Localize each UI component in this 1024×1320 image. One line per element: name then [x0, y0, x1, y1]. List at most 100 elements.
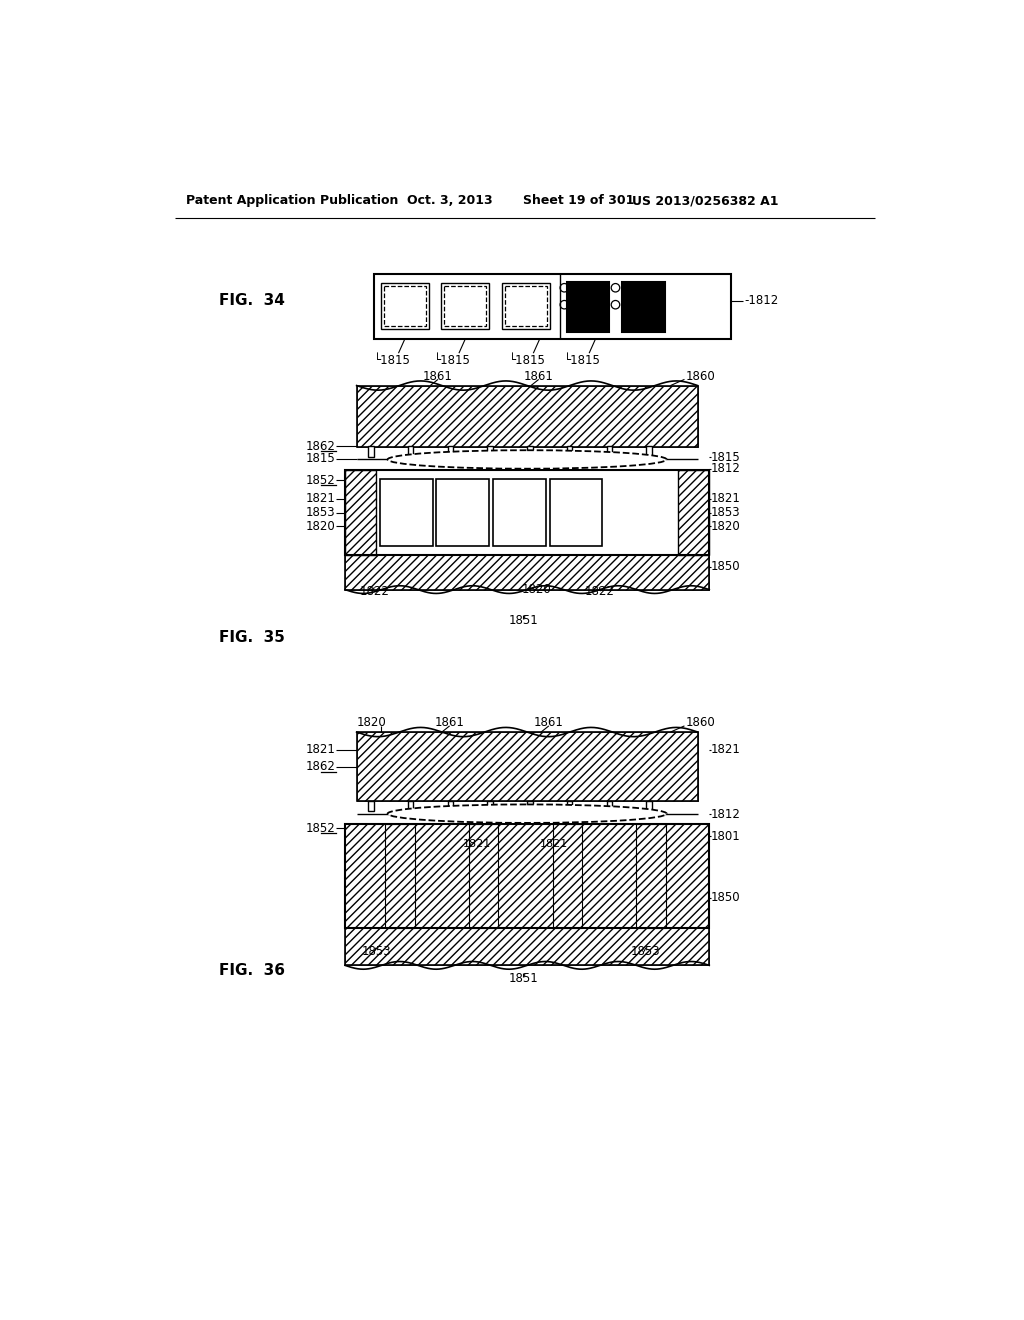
Text: 1861: 1861 — [423, 370, 453, 383]
Bar — [345, 928, 710, 965]
Text: Sheet 19 of 301: Sheet 19 of 301 — [523, 194, 635, 207]
Bar — [646, 800, 651, 812]
Text: 1822: 1822 — [359, 585, 389, 598]
Bar — [385, 825, 415, 928]
Bar — [606, 446, 612, 457]
Text: 1852: 1852 — [306, 474, 336, 487]
Bar — [447, 446, 453, 457]
Bar — [553, 825, 583, 928]
Text: 1860: 1860 — [686, 370, 716, 383]
Bar — [369, 800, 374, 812]
Text: └1815: └1815 — [434, 354, 471, 367]
Text: 1850: 1850 — [711, 891, 740, 904]
Text: 1861: 1861 — [524, 370, 554, 383]
Ellipse shape — [388, 804, 667, 822]
Text: └1815: └1815 — [509, 354, 546, 367]
Text: └1815: └1815 — [564, 354, 601, 367]
Bar — [345, 470, 710, 554]
Bar — [345, 825, 710, 928]
Bar — [678, 470, 710, 554]
Bar — [550, 479, 602, 546]
Bar — [345, 554, 710, 590]
Bar — [678, 470, 710, 554]
Text: 1820: 1820 — [306, 520, 336, 533]
Bar — [646, 446, 651, 457]
Text: 1853: 1853 — [361, 945, 391, 958]
Text: 1812: 1812 — [711, 462, 740, 475]
Bar — [345, 825, 710, 928]
Ellipse shape — [388, 450, 667, 469]
Bar — [553, 825, 583, 928]
Text: -1812: -1812 — [744, 294, 778, 308]
Bar — [636, 825, 666, 928]
Text: US 2013/0256382 A1: US 2013/0256382 A1 — [632, 194, 778, 207]
Bar — [356, 385, 697, 447]
Text: Patent Application Publication: Patent Application Publication — [186, 194, 398, 207]
Bar — [345, 470, 376, 554]
Bar — [606, 800, 612, 812]
Text: 1801: 1801 — [711, 829, 740, 842]
Bar — [636, 825, 666, 928]
Bar — [381, 284, 429, 330]
Bar — [469, 825, 499, 928]
Bar — [505, 286, 547, 326]
Text: 1862: 1862 — [306, 760, 336, 774]
Text: 1851: 1851 — [508, 614, 539, 627]
Bar — [502, 284, 550, 330]
Bar — [385, 825, 415, 928]
Text: 1815: 1815 — [711, 450, 740, 463]
Text: Oct. 3, 2013: Oct. 3, 2013 — [407, 194, 493, 207]
Text: └1815: └1815 — [374, 354, 411, 367]
Bar — [527, 446, 532, 457]
Text: 1821: 1821 — [306, 743, 336, 756]
Text: 1821: 1821 — [711, 492, 740, 506]
Text: 1862: 1862 — [306, 440, 336, 453]
Text: FIG.  35: FIG. 35 — [219, 630, 286, 645]
Bar — [436, 479, 489, 546]
Bar — [487, 446, 493, 457]
Text: 1853: 1853 — [631, 945, 660, 958]
Bar — [566, 281, 609, 331]
Bar — [623, 281, 665, 331]
Bar — [408, 446, 414, 457]
Bar — [441, 284, 489, 330]
Text: 1851: 1851 — [508, 972, 539, 985]
Bar — [487, 800, 493, 812]
Bar — [567, 446, 572, 457]
Bar — [356, 733, 697, 801]
Text: 1820: 1820 — [711, 520, 740, 533]
Text: 1821: 1821 — [711, 743, 740, 756]
Text: 1812: 1812 — [711, 808, 740, 821]
Bar — [356, 733, 697, 801]
Text: 1860: 1860 — [686, 717, 716, 730]
Text: 1852: 1852 — [306, 822, 336, 834]
Text: 1853: 1853 — [306, 506, 336, 519]
Bar — [369, 446, 374, 457]
Text: 1821: 1821 — [540, 838, 568, 849]
Bar — [444, 286, 486, 326]
Bar — [345, 928, 710, 965]
Bar — [469, 825, 499, 928]
Text: 1820: 1820 — [521, 583, 551, 597]
Text: FIG.  34: FIG. 34 — [219, 293, 286, 309]
Text: 1822: 1822 — [585, 585, 614, 598]
Bar — [375, 275, 731, 339]
Text: 1820: 1820 — [356, 717, 386, 730]
Bar — [567, 800, 572, 812]
Text: 1853: 1853 — [711, 506, 740, 519]
Text: 1821: 1821 — [306, 492, 336, 506]
Text: 1821: 1821 — [463, 838, 490, 849]
Bar — [345, 470, 376, 554]
Text: FIG.  36: FIG. 36 — [219, 964, 286, 978]
Bar — [345, 554, 710, 590]
Text: 1815: 1815 — [306, 453, 336, 465]
Bar — [527, 800, 532, 812]
Text: 1850: 1850 — [711, 560, 740, 573]
Text: 1861: 1861 — [534, 717, 564, 730]
Bar — [380, 479, 432, 546]
Bar — [356, 385, 697, 447]
Bar — [384, 286, 426, 326]
Bar — [493, 479, 546, 546]
Bar — [447, 800, 453, 812]
Text: 1861: 1861 — [434, 717, 465, 730]
